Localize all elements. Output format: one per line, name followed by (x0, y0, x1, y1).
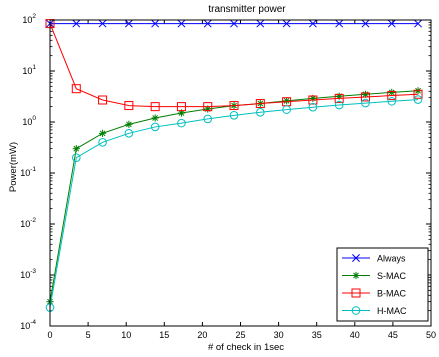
data-point-always (151, 19, 160, 28)
data-point-b-mac (360, 92, 370, 102)
data-point-b-mac (413, 89, 423, 99)
data-point-h-mac (177, 118, 186, 128)
legend: Always S-MAC B-MAC H-MAC (336, 247, 429, 322)
legend-marker (351, 306, 361, 315)
data-point-s-mac (98, 129, 107, 137)
data-point-always (414, 19, 422, 28)
data-point-b-mac (98, 95, 108, 105)
legend-item-always: Always (342, 254, 406, 264)
data-point-b-mac (255, 99, 265, 109)
data-point-s-mac (177, 109, 186, 117)
data-point-s-mac (388, 88, 396, 97)
y-tick-label: 100 (22, 115, 36, 127)
x-tick-label: 15 (159, 330, 169, 340)
legend-item-s-mac: S-MAC (342, 271, 407, 281)
data-point-h-mac (361, 98, 370, 108)
x-tick-label: 35 (312, 330, 322, 340)
data-point-s-mac (283, 97, 291, 105)
series-line-b-mac (49, 23, 419, 108)
y-tick-label: 10-1 (20, 166, 36, 178)
x-axis-label: # of check in 1sec (208, 342, 284, 353)
data-point-always (72, 19, 81, 28)
data-point-always (98, 19, 107, 28)
data-point-h-mac (71, 153, 81, 162)
legend-label: Always (377, 254, 406, 264)
data-point-h-mac (150, 122, 160, 132)
data-point-h-mac (124, 129, 134, 138)
data-point-h-mac (229, 111, 239, 120)
chart-title: transmitter power (208, 4, 286, 15)
data-point-h-mac (256, 107, 265, 117)
data-point-b-mac (124, 101, 134, 111)
x-tick-label: 0 (47, 330, 52, 340)
data-point-h-mac (308, 102, 318, 112)
data-point-always (230, 19, 238, 28)
series-line-h-mac (49, 99, 419, 308)
legend-marker (351, 288, 361, 298)
plot-frame (49, 19, 432, 327)
data-point-s-mac (125, 120, 133, 128)
y-axis-label: Power(mW) (8, 142, 19, 192)
data-point-h-mac (98, 137, 107, 147)
data-point-always (387, 19, 396, 28)
y-tick-label: 101 (22, 64, 36, 76)
data-point-s-mac (151, 114, 159, 122)
data-point-always (335, 19, 344, 28)
data-point-always (308, 19, 317, 28)
data-point-h-mac (413, 95, 423, 104)
data-point-b-mac (176, 102, 186, 112)
data-point-always (203, 19, 212, 28)
legend-marker (352, 254, 360, 262)
data-point-b-mac (150, 102, 160, 112)
x-tick-label: 5 (86, 330, 91, 340)
y-tick-label: 10-2 (20, 217, 36, 229)
x-tick-label: 50 (426, 330, 436, 340)
x-tick-label: 40 (350, 330, 360, 340)
series-h-mac (45, 95, 423, 312)
data-point-h-mac (282, 105, 291, 114)
data-point-s-mac (72, 145, 80, 153)
y-tick-label: 102 (22, 13, 36, 25)
data-point-b-mac (229, 101, 239, 111)
series-b-mac (45, 19, 423, 112)
data-point-h-mac (334, 100, 344, 110)
data-point-b-mac (308, 95, 318, 105)
data-point-h-mac (203, 114, 213, 124)
data-point-b-mac (203, 102, 213, 112)
data-point-always (124, 19, 133, 28)
x-tick-label: 20 (197, 330, 207, 340)
x-tick-label: 45 (388, 330, 398, 340)
legend-label: H-MAC (377, 306, 407, 316)
data-point-always (282, 19, 291, 28)
data-point-always (361, 19, 370, 28)
legend-marker (352, 271, 360, 280)
x-tick-label: 30 (274, 330, 284, 340)
x-tick-label: 10 (121, 330, 131, 340)
legend-label: S-MAC (377, 271, 407, 281)
y-tick-label: 10-3 (20, 268, 36, 280)
data-point-b-mac (334, 93, 344, 103)
data-point-h-mac (387, 96, 397, 106)
x-tick-label: 25 (235, 330, 245, 340)
data-point-always (256, 19, 265, 28)
legend-item-h-mac: H-MAC (342, 306, 407, 316)
data-point-always (177, 19, 186, 28)
series-always (46, 19, 422, 28)
data-point-b-mac (387, 91, 397, 101)
y-tick-label: 10-4 (20, 319, 36, 331)
legend-item-b-mac: B-MAC (342, 288, 407, 299)
legend-label: B-MAC (377, 289, 407, 299)
data-point-b-mac (71, 84, 81, 94)
